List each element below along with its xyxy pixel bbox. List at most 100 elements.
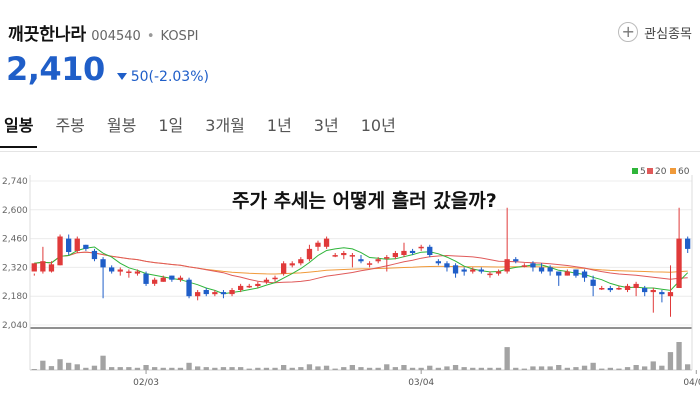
volume-bar — [298, 367, 304, 370]
candle-body — [427, 246, 433, 255]
candle-body — [83, 244, 89, 249]
tab-daily[interactable]: 일봉 — [0, 108, 38, 148]
volume-bar — [263, 367, 270, 370]
tab-3months[interactable]: 3개월 — [205, 116, 245, 135]
volume-bar — [315, 366, 321, 370]
candle-body — [298, 259, 304, 264]
legend-label: 5 — [640, 167, 646, 177]
candle-body — [91, 250, 98, 260]
candle-body — [659, 292, 665, 295]
volume-bar — [676, 342, 682, 370]
volume-bar — [607, 367, 613, 370]
x-tick-label: 02/03 — [133, 378, 159, 388]
volume-bar — [332, 368, 338, 370]
candle-body — [461, 269, 467, 272]
candle-body — [349, 255, 355, 257]
price-row: 2,410 50(-2.03%) — [6, 50, 209, 88]
volume-bar — [487, 367, 493, 370]
volume-bar — [289, 367, 295, 370]
tab-3years[interactable]: 3년 — [313, 116, 339, 135]
volume-bar — [650, 361, 656, 370]
candle-body — [401, 250, 407, 255]
volume-bar — [435, 367, 441, 370]
volume-bar — [538, 366, 545, 370]
volume-bar — [366, 367, 373, 370]
volume-bar — [409, 367, 416, 370]
volume-bar — [83, 367, 89, 370]
volume-bar — [581, 365, 588, 370]
volume-bar — [564, 367, 570, 370]
candle-body — [616, 288, 622, 290]
candle-body — [358, 259, 364, 262]
y-tick-label: 2,740 — [2, 177, 28, 187]
volume-bar — [461, 367, 467, 370]
add-watchlist-button[interactable]: + 관심종목 — [618, 22, 692, 42]
volume-bar — [616, 368, 622, 370]
volume-bar — [306, 364, 313, 370]
candle-body — [143, 273, 149, 284]
candle-body — [409, 250, 416, 253]
volume-bar — [418, 367, 424, 370]
volume-bar — [478, 367, 484, 370]
candle-body — [581, 271, 588, 278]
volume-bar — [349, 365, 355, 370]
volume-bar — [177, 367, 184, 370]
candle-body — [650, 290, 656, 293]
candle-body — [281, 263, 287, 274]
candle-body — [195, 292, 201, 297]
volume-bar — [169, 367, 175, 370]
ma20-line — [34, 251, 688, 284]
y-tick-label: 2,600 — [2, 206, 28, 216]
candle-body — [134, 271, 141, 274]
tab-1year[interactable]: 1년 — [266, 116, 292, 135]
volume-bar — [556, 365, 562, 370]
candle-body — [169, 275, 175, 280]
candle-body — [487, 273, 493, 276]
candle-body — [66, 238, 72, 252]
volume-bar — [547, 366, 553, 370]
legend-swatch — [632, 168, 638, 174]
y-tick-label: 2,320 — [2, 263, 28, 273]
volume-bar — [246, 368, 252, 370]
volume-bar — [152, 367, 158, 370]
stock-header: 깨끗한나라 004540 • KOSPI — [8, 20, 199, 45]
volume-bar — [358, 367, 364, 370]
volume-bar — [427, 365, 433, 370]
volume-bar — [134, 367, 141, 370]
volume-bar — [186, 362, 192, 370]
candle-body — [470, 269, 476, 272]
volume-bar — [375, 367, 381, 370]
volume-bar — [238, 367, 244, 370]
candle-body — [212, 292, 218, 295]
volume-bar — [470, 367, 476, 370]
volume-bar — [74, 364, 80, 370]
candle-body — [573, 269, 579, 276]
volume-bar — [685, 364, 691, 370]
volume-bar — [66, 362, 72, 370]
candle-body — [31, 263, 37, 272]
y-tick-label: 2,040 — [2, 321, 28, 331]
volume-bar — [495, 367, 502, 370]
volume-bar — [100, 355, 106, 370]
candle-body — [521, 265, 527, 267]
candle-body — [48, 264, 55, 272]
stock-name: 깨끗한나라 — [8, 25, 87, 45]
candle-body — [272, 277, 278, 280]
tab-10years[interactable]: 10년 — [360, 116, 396, 135]
candle-body — [504, 259, 510, 272]
volume-bar — [521, 368, 527, 370]
candle-body — [315, 242, 321, 247]
period-tabs: 일봉 주봉 월봉 1일 3개월 1년 3년 10년 — [0, 108, 418, 148]
candle-body — [599, 288, 605, 290]
x-tick-label: 04/01 — [683, 378, 700, 388]
candle-body — [375, 259, 381, 262]
candle-body — [642, 288, 648, 293]
tab-monthly[interactable]: 월봉 — [106, 116, 137, 135]
legend-label: 20 — [655, 167, 667, 177]
current-price: 2,410 — [6, 50, 105, 88]
watchlist-label: 관심종목 — [644, 26, 692, 42]
volume-bar — [272, 367, 278, 370]
tab-1day[interactable]: 1일 — [158, 116, 184, 135]
tab-weekly[interactable]: 주봉 — [55, 116, 85, 135]
